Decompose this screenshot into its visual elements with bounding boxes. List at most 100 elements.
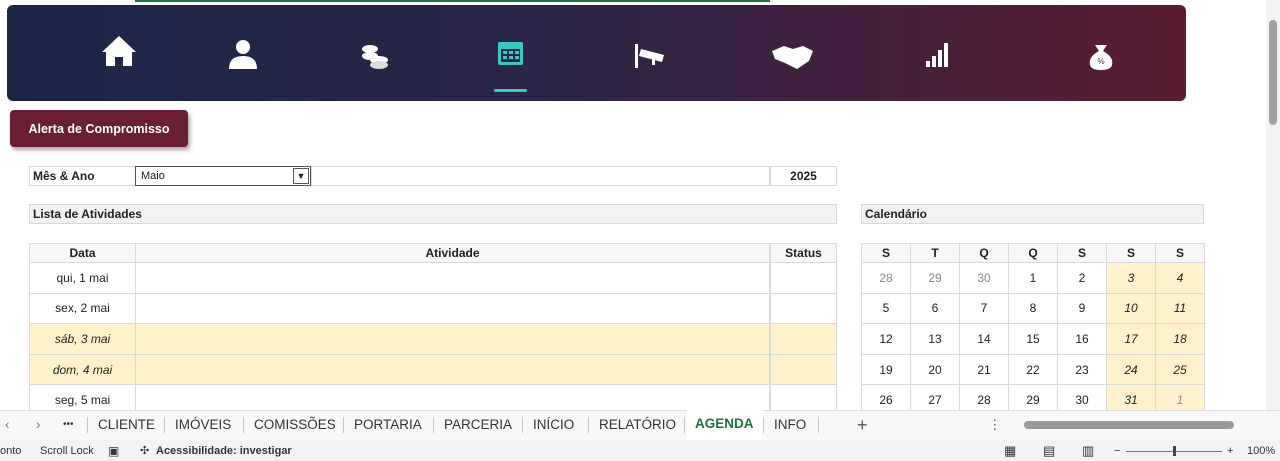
status-cell: [770, 262, 837, 294]
date-cell: seg, 5 mai: [29, 384, 136, 410]
weekday-header: Q: [1008, 243, 1058, 263]
sheet-tab[interactable]: INFO: [774, 417, 807, 432]
day-cell: 16: [1057, 323, 1107, 355]
weekday-header: S: [1106, 243, 1156, 263]
zoom-level[interactable]: 100%: [1247, 445, 1276, 457]
day-cell: 6: [910, 292, 960, 325]
coins-icon[interactable]: [362, 45, 388, 69]
sheet-tab[interactable]: CLIENTE: [98, 417, 156, 432]
weekday-header: S: [861, 243, 911, 263]
prev-sheet[interactable]: ‹: [5, 417, 10, 432]
day-cell: 23: [1057, 353, 1107, 386]
table-header: Data: [29, 243, 136, 263]
zoom-in[interactable]: +: [1227, 445, 1234, 457]
zoom-thumb[interactable]: [1173, 446, 1176, 456]
day-cell: 2: [1057, 262, 1107, 294]
camera-icon[interactable]: [635, 44, 664, 68]
sheet: % Alerta de Compromisso Mês & Ano Maio ▼ 20…: [7, 0, 1205, 410]
status-cell: [770, 292, 837, 325]
calendar-icon[interactable]: [498, 42, 523, 65]
day-cell: 7: [959, 292, 1009, 325]
tab-separator: [433, 417, 434, 433]
filter-spacer: [311, 166, 770, 186]
day-cell: 13: [910, 323, 960, 355]
table-header: Status: [770, 243, 837, 263]
status-cell: [770, 384, 837, 410]
macro-icon[interactable]: ▣: [108, 444, 120, 458]
day-cell: 17: [1106, 323, 1156, 355]
page-layout-view[interactable]: ▤: [1043, 443, 1056, 458]
day-cell: 14: [959, 323, 1009, 355]
day-cell: 30: [959, 262, 1009, 294]
day-cell: 18: [1155, 323, 1205, 355]
day-cell: 30: [1057, 384, 1107, 410]
home-icon[interactable]: [102, 36, 136, 66]
calendar-title: Calendário: [861, 204, 1204, 224]
weekday-header: S: [1057, 243, 1107, 263]
tab-separator: [164, 417, 165, 433]
day-cell: 15: [1008, 323, 1058, 355]
date-cell: qui, 1 mai: [29, 262, 136, 294]
activity-cell: [135, 384, 770, 410]
day-cell: 21: [959, 353, 1009, 386]
sheet-tab[interactable]: PARCERIA: [444, 417, 513, 432]
sheet-tab[interactable]: AGENDA: [687, 410, 762, 442]
date-cell: dom, 4 mai: [29, 353, 136, 386]
h-scrollbar[interactable]: [1010, 419, 1260, 431]
day-cell: 31: [1106, 384, 1156, 410]
money-bag-icon[interactable]: %: [1089, 45, 1113, 70]
day-cell: 5: [861, 292, 911, 325]
day-cell: 12: [861, 323, 911, 355]
day-cell: 27: [910, 384, 960, 410]
accessibility-icon[interactable]: ✣: [140, 445, 150, 457]
signal-icon[interactable]: [926, 43, 948, 67]
status-cell: [770, 353, 837, 386]
status-ready: onto: [0, 445, 22, 457]
month-dropdown[interactable]: Maio ▼: [135, 166, 311, 186]
sheet-tab[interactable]: RELATÓRIO: [599, 417, 677, 432]
activity-cell: [135, 292, 770, 325]
day-cell: 26: [861, 384, 911, 410]
tab-separator: [522, 417, 523, 433]
day-cell: 11: [1155, 292, 1205, 325]
year-cell: 2025: [770, 166, 837, 186]
activities-title: Lista de Atividades: [29, 204, 837, 224]
activity-cell: [135, 353, 770, 386]
day-cell: 10: [1106, 292, 1156, 325]
scroll-thumb[interactable]: [1269, 20, 1277, 125]
zoom-out[interactable]: −: [1114, 445, 1121, 457]
svg-text:%: %: [1097, 57, 1104, 66]
status-bar: [0, 440, 1280, 461]
filter-label: Mês & Ano: [29, 166, 136, 186]
page-break-view[interactable]: ▥: [1082, 443, 1095, 458]
user-icon[interactable]: [229, 40, 257, 69]
weekday-header: Q: [959, 243, 1009, 263]
handshake-icon[interactable]: [772, 46, 813, 69]
nav-banner: %: [7, 5, 1186, 101]
sheet-tab[interactable]: PORTARIA: [354, 417, 422, 432]
day-cell: 24: [1106, 353, 1156, 386]
more-sheets[interactable]: •••: [63, 419, 74, 430]
day-cell: 1: [1155, 384, 1205, 410]
status-accessibility[interactable]: Acessibilidade: investigar: [156, 445, 292, 457]
sheet-tab[interactable]: INÍCIO: [533, 417, 575, 432]
dropdown-arrow[interactable]: ▼: [293, 168, 309, 184]
day-cell: 19: [861, 353, 911, 386]
sheet-tab[interactable]: COMISSÕES: [254, 417, 336, 432]
add-sheet[interactable]: +: [857, 415, 868, 435]
h-scroll-thumb[interactable]: [1024, 421, 1234, 429]
day-cell: 8: [1008, 292, 1058, 325]
nav-icons: %: [102, 36, 1113, 92]
day-cell: 29: [1008, 384, 1058, 410]
vertical-scrollbar[interactable]: [1266, 0, 1280, 410]
selection-line: [135, 0, 770, 2]
alert-button[interactable]: Alerta de Compromisso: [10, 110, 188, 147]
tab-options[interactable]: ⋮: [988, 417, 1002, 432]
weekday-header: S: [1155, 243, 1205, 263]
tab-separator: [763, 417, 764, 433]
tab-separator: [588, 417, 589, 433]
next-sheet[interactable]: ›: [36, 417, 41, 432]
sheet-tab[interactable]: IMÓVEIS: [175, 417, 232, 432]
day-cell: 20: [910, 353, 960, 386]
normal-view[interactable]: ▦: [1004, 443, 1017, 458]
